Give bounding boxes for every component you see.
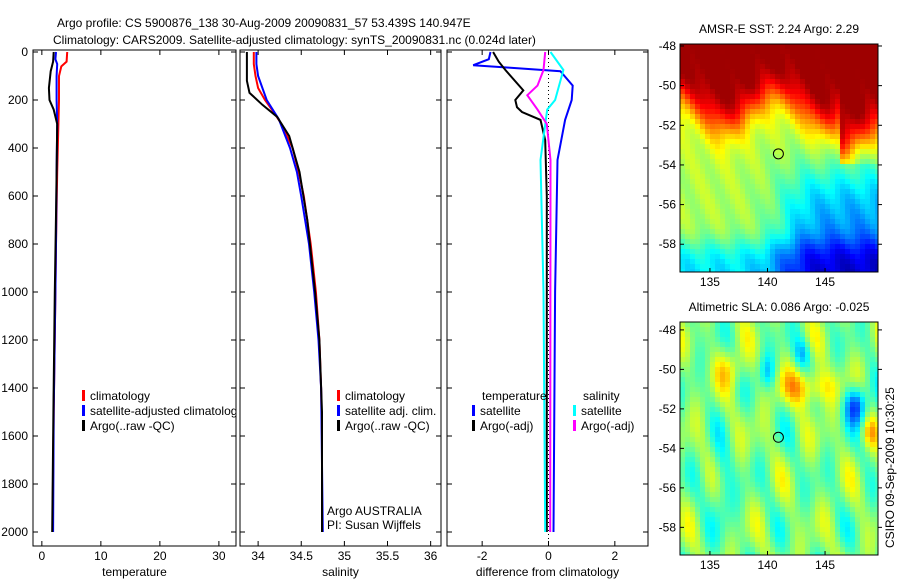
panel-frame [239,49,442,547]
x-tick-label: -2 [477,549,488,563]
figure-title-line2: Climatology: CARS2009. Satellite-adjuste… [53,33,536,47]
profile-panel-3: -2 0 2 difference from climatology temperatu… [446,49,649,579]
profile-panel-1: 0 200 400 600 800 1000 1200 1400 1600 1800 2000 0 10… [1,45,243,579]
x-axis-label: difference from climatology [476,565,619,579]
y-tick-label: 200 [8,93,28,107]
legend-swatch [573,405,576,416]
y-tick-label: 0 [21,45,28,59]
figure-title-line1: Argo profile: CS 5900876_138 30-Aug-2009… [57,16,471,30]
series-group [245,52,324,533]
legend-swatch [82,405,85,416]
sla-map-image [680,322,878,555]
legend-swatch [472,405,475,416]
legend-label: climatology [345,389,405,403]
legend-swatch [82,390,85,401]
series-line-temperature-satellite [472,51,574,533]
x-tick-label: 35 [338,549,352,563]
legend-label: Argo(-adj) [581,419,634,433]
profile-panel-2: 34 34.5 35 35.5 36 salinity climatologysatelli… [239,49,442,579]
legend-label: Argo(..raw -QC) [345,419,430,433]
series-line-temperature-argo-adj- [492,51,548,532]
series-group [47,51,69,533]
legend: temperature salinitysatelliteArgo(-adj)sa… [472,389,634,433]
legend-label: satellite adj. clim. [345,404,436,418]
series-line-argo-raw-qc- [47,51,59,533]
series-line-argo-raw-qc- [245,52,323,532]
x-tick-label: 10 [94,549,108,563]
series-line-salinity-satellite [539,51,565,533]
legend-label: satellite-adjusted climatology [90,404,243,418]
x-tick-label: 35.5 [376,549,400,563]
legend-label: satellite [581,404,622,418]
panel-annotation: Argo AUSTRALIA [327,504,422,518]
panel-frame [32,49,237,547]
panel-annotation: PI: Susan Wijffels [327,518,421,532]
series-line-salinity-argo-adj- [525,51,552,533]
x-tick-label: 0 [545,549,552,563]
x-axis-label: temperature [102,565,167,579]
y-tick-label: 1400 [1,381,28,395]
legend-swatch [573,420,576,431]
series-group [472,51,574,533]
legend-label: Argo(..raw -QC) [90,419,175,433]
legend-header: temperature [482,389,547,403]
x-tick-label: 34 [251,549,265,563]
y-tick-label: 400 [8,141,28,155]
legend-swatch [472,420,475,431]
legend-swatch [337,420,340,431]
x-tick-label: 20 [153,549,167,563]
x-tick-label: 34.5 [290,549,314,563]
x-axis-label: salinity [322,565,359,579]
sst-map-image [680,44,878,272]
y-tick-label: 800 [8,237,28,251]
legend-label: Argo(-adj) [480,419,533,433]
legend-swatch [337,390,340,401]
x-tick-label: 2 [611,549,618,563]
legend-swatch [337,405,340,416]
x-tick-label: 30 [212,549,226,563]
legend-swatch [82,420,85,431]
y-tick-label: 2000 [1,525,28,539]
y-tick-label: 1200 [1,333,28,347]
x-tick-label: 0 [39,549,46,563]
y-tick-label: 1000 [1,285,28,299]
y-tick-label: 1800 [1,477,28,491]
x-tick-label: 36 [424,549,438,563]
legend-label: satellite [480,404,521,418]
legend-header: salinity [583,389,620,403]
y-tick-label: 600 [8,189,28,203]
legend-label: climatology [90,389,150,403]
footer-timestamp: CSIRO 09-Sep-2009 10:30:25 [883,387,897,548]
y-tick-label: 1600 [1,429,28,443]
